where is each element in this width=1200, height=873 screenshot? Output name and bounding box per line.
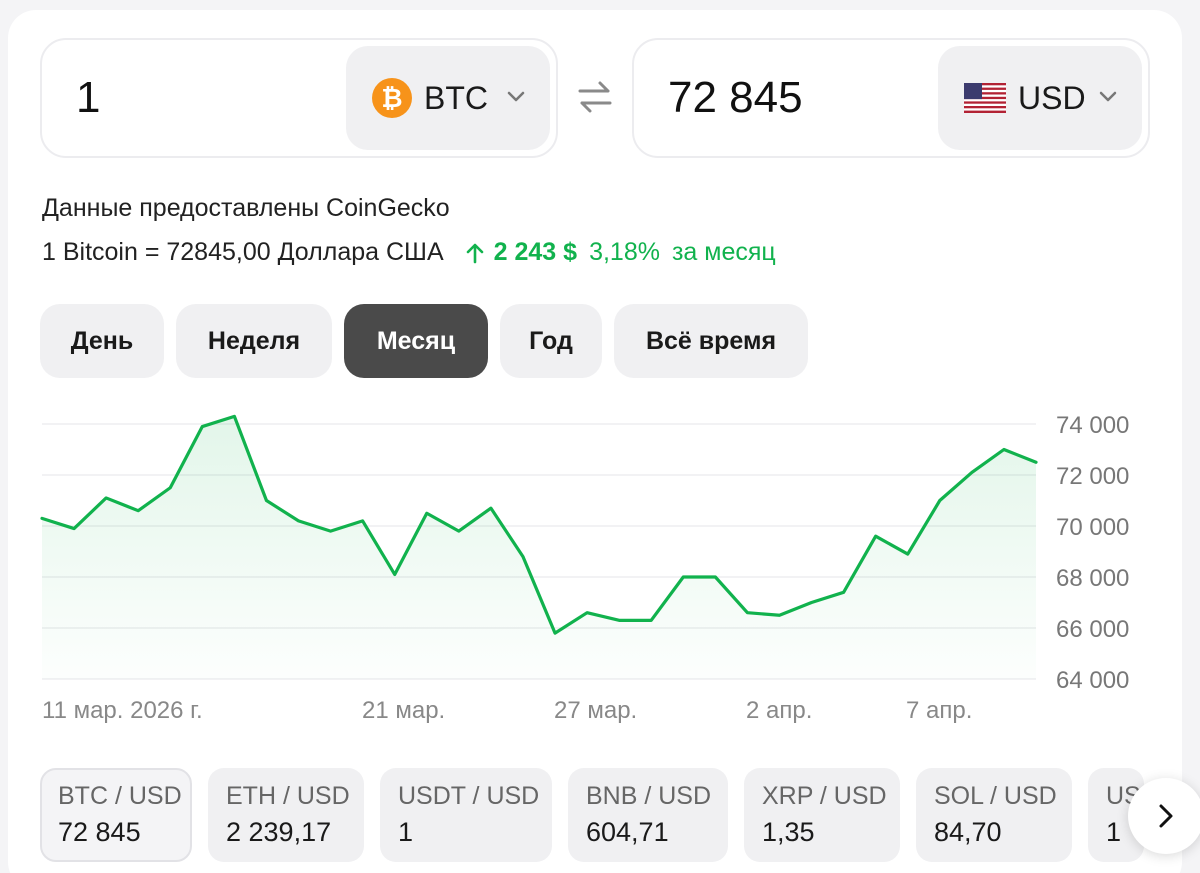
tab-year[interactable]: Год (500, 304, 602, 378)
bitcoin-coin-icon: ₿ (372, 78, 412, 118)
period-tabs: День Неделя Месяц Год Всё время (40, 304, 808, 378)
pair-card-eth-usd[interactable]: ETH / USD 2 239,17 (208, 768, 364, 862)
pair-value: 72 845 (58, 817, 141, 847)
pair-value: 1 (398, 817, 414, 847)
rate-text: 1 Bitcoin = 72845,00 Доллара США (42, 238, 444, 266)
pair-card-sol-usd[interactable]: SOL / USD 84,70 (916, 768, 1072, 862)
change-absolute: 2 243 $ (493, 238, 578, 266)
x-tick-label: 11 мар. 2026 г. (42, 697, 203, 724)
rate-line: 1 Bitcoin = 72845,00 Доллара США 2 243 $… (42, 238, 776, 267)
y-tick-label: 72 000 (1056, 463, 1129, 490)
pair-card-bnb-usd[interactable]: BNB / USD 604,71 (568, 768, 728, 862)
y-tick-label: 68 000 (1056, 565, 1129, 592)
change-percent: 3,18% (589, 238, 660, 266)
from-amount-box[interactable]: 1 ₿ BTC (40, 38, 558, 158)
y-tick-label: 64 000 (1056, 667, 1129, 694)
pair-card-btc-usd[interactable]: BTC / USD 72 845 (40, 768, 192, 862)
pair-name: BNB / USD (586, 782, 712, 810)
x-tick-label: 7 апр. (906, 697, 972, 724)
from-currency-code: BTC (424, 79, 488, 116)
pair-value: 1,35 (762, 817, 815, 847)
tab-all-time[interactable]: Всё время (614, 304, 808, 378)
price-chart: 74 000 72 000 70 000 68 000 66 000 64 000 11 м… (40, 412, 1129, 724)
pairs-list: BTC / USD 72 845 ETH / USD 2 239,17 USDT… (40, 768, 1144, 862)
y-tick-label: 66 000 (1056, 616, 1129, 643)
pair-value: 604,71 (586, 817, 669, 847)
x-tick-label: 21 мар. (362, 697, 445, 724)
pair-card-xrp-usd[interactable]: XRP / USD 1,35 (744, 768, 900, 862)
pair-name: BTC / USD (58, 782, 182, 810)
pair-value: 2 239,17 (226, 817, 332, 847)
change-period-label: за месяц (671, 238, 776, 266)
chevron-right-icon (1159, 804, 1173, 828)
to-currency-code: USD (1018, 79, 1086, 116)
pair-name: XRP / USD (762, 782, 887, 810)
pair-name: SOL / USD (934, 782, 1057, 810)
pair-value: 84,70 (934, 817, 1002, 847)
price-line (40, 414, 1038, 635)
arrow-up-icon (466, 243, 483, 263)
tab-week[interactable]: Неделя (176, 304, 332, 378)
pair-card-usdt-usd[interactable]: USDT / USD 1 (380, 768, 552, 862)
us-flag-icon (964, 83, 1006, 113)
y-tick-label: 74 000 (1056, 412, 1129, 439)
swap-currencies-icon[interactable] (576, 78, 614, 116)
price-area (42, 416, 1036, 679)
to-amount-box[interactable]: 72 845 USD (632, 38, 1150, 158)
pair-name: ETH / USD (226, 782, 350, 810)
to-currency-select[interactable]: USD (938, 46, 1142, 150)
x-tick-label: 2 апр. (746, 697, 812, 724)
from-amount-input[interactable]: 1 (76, 73, 101, 122)
pair-value: 1 (1106, 817, 1122, 847)
to-amount-input[interactable]: 72 845 (668, 73, 803, 122)
chevron-down-icon (507, 91, 525, 102)
from-currency-select[interactable]: ₿ BTC (346, 46, 550, 150)
tab-month[interactable]: Месяц (344, 304, 488, 378)
tab-day[interactable]: День (40, 304, 164, 378)
pair-name: USDT / USD (398, 782, 540, 810)
y-tick-label: 70 000 (1056, 514, 1129, 541)
data-provider-text: Данные предоставлены CoinGecko (42, 194, 450, 222)
chevron-down-icon (1099, 91, 1117, 102)
x-tick-label: 27 мар. (554, 697, 637, 724)
pairs-next-button[interactable] (1128, 778, 1200, 854)
